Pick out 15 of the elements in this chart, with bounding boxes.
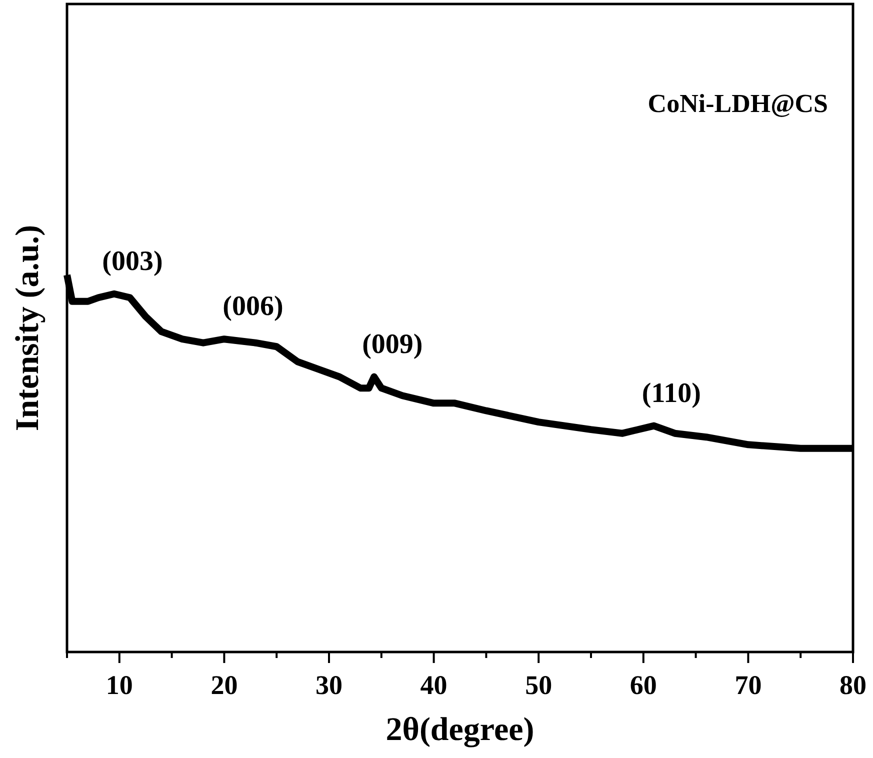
text: CoNi-LDH@CS (648, 89, 828, 118)
annotation: (009) (362, 328, 423, 360)
x-tick-label: 50 (525, 670, 552, 700)
x-tick-label: 40 (420, 670, 448, 700)
x-tick-label: 30 (316, 670, 342, 700)
x-tick-label: 10 (106, 670, 133, 700)
x-axis-title: 2θ(degree) (386, 712, 534, 748)
x-tick-label: 60 (630, 670, 657, 700)
x-tick-label: 70 (734, 670, 762, 700)
annotation: (006) (222, 291, 284, 322)
annotation: (110) (642, 378, 701, 409)
y-axis-title: Intensity (a.u.) (10, 224, 46, 432)
annotation: (003) (102, 246, 163, 277)
x-tick-label: 20 (210, 670, 238, 700)
x-tick-label: 80 (840, 670, 866, 700)
